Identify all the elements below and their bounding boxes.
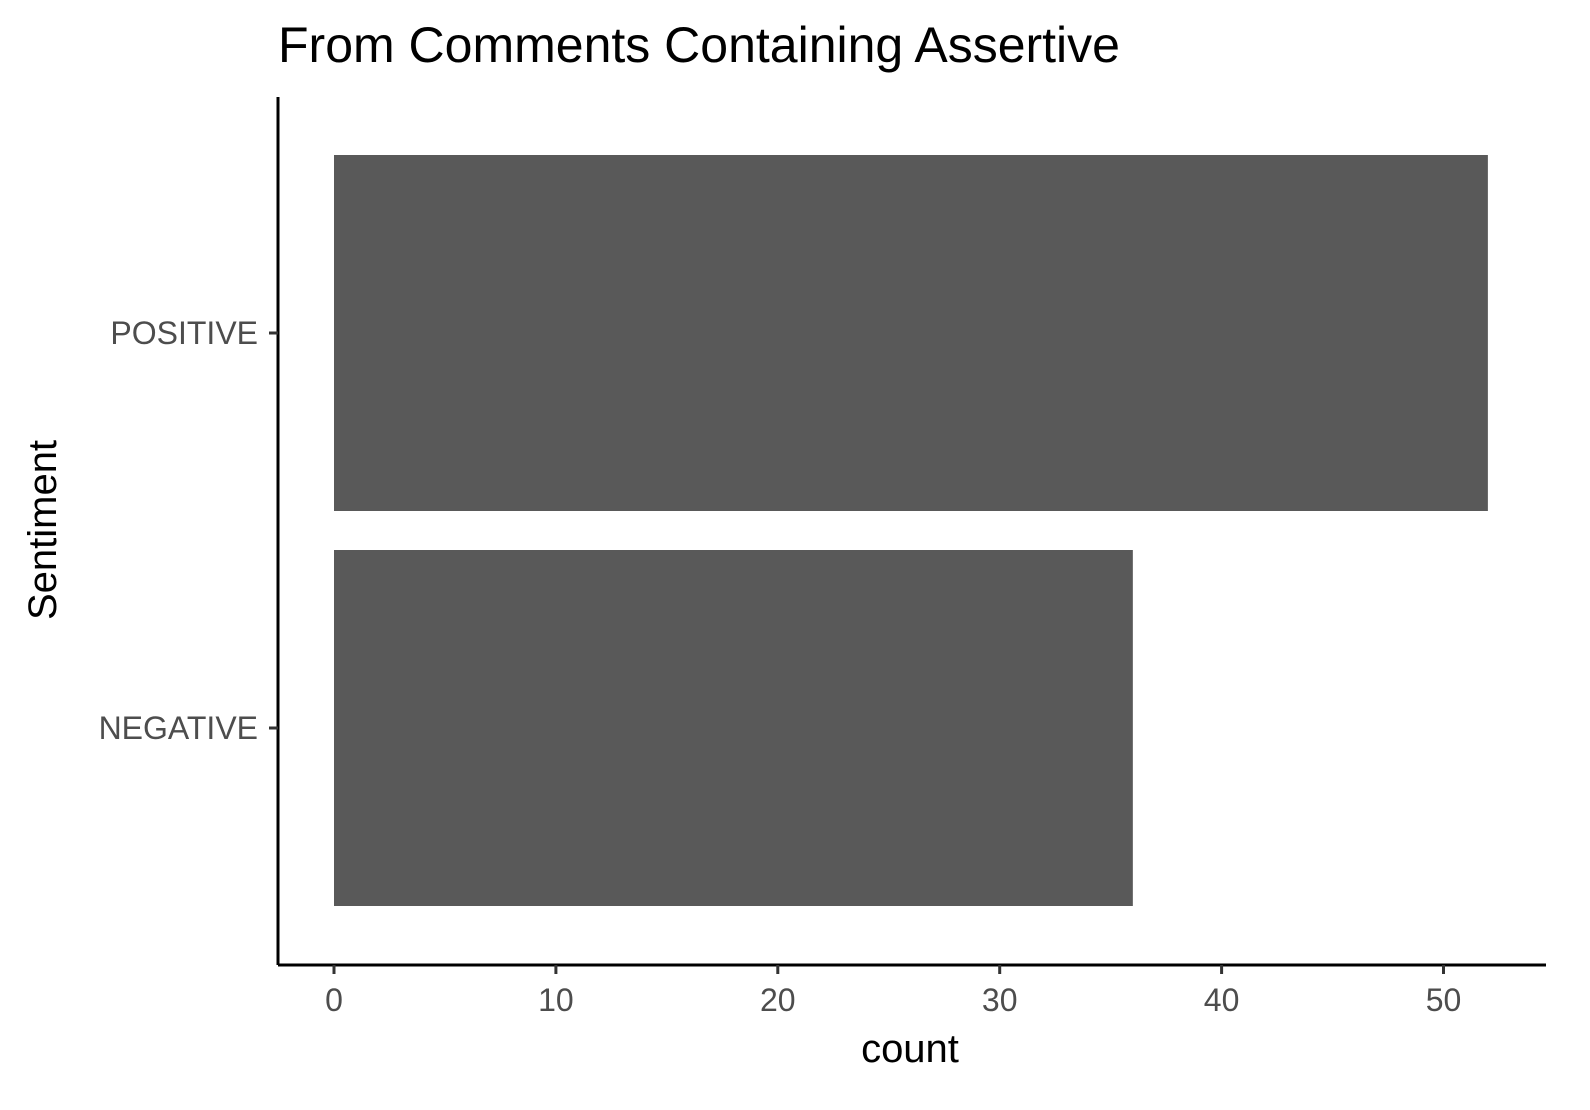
x-axis: 0 10 20 30 40 50 bbox=[278, 963, 1546, 1018]
x-tick-label-20: 20 bbox=[760, 982, 796, 1018]
x-tick-label-50: 50 bbox=[1426, 982, 1462, 1018]
x-axis-title: count bbox=[861, 1027, 959, 1071]
y-axis: POSITIVE NEGATIVE bbox=[99, 97, 280, 965]
x-tick-label-30: 30 bbox=[982, 982, 1018, 1018]
bar-positive bbox=[334, 155, 1488, 511]
bars-group bbox=[334, 155, 1488, 906]
x-tick-label-0: 0 bbox=[325, 982, 343, 1018]
y-axis-title: Sentiment bbox=[21, 440, 65, 620]
chart-title: From Comments Containing Assertive bbox=[278, 17, 1120, 73]
x-tick-label-10: 10 bbox=[538, 982, 574, 1018]
y-tick-label-positive: POSITIVE bbox=[110, 315, 258, 351]
y-tick-label-negative: NEGATIVE bbox=[99, 710, 258, 746]
bar-negative bbox=[334, 550, 1133, 906]
x-tick-label-40: 40 bbox=[1204, 982, 1240, 1018]
